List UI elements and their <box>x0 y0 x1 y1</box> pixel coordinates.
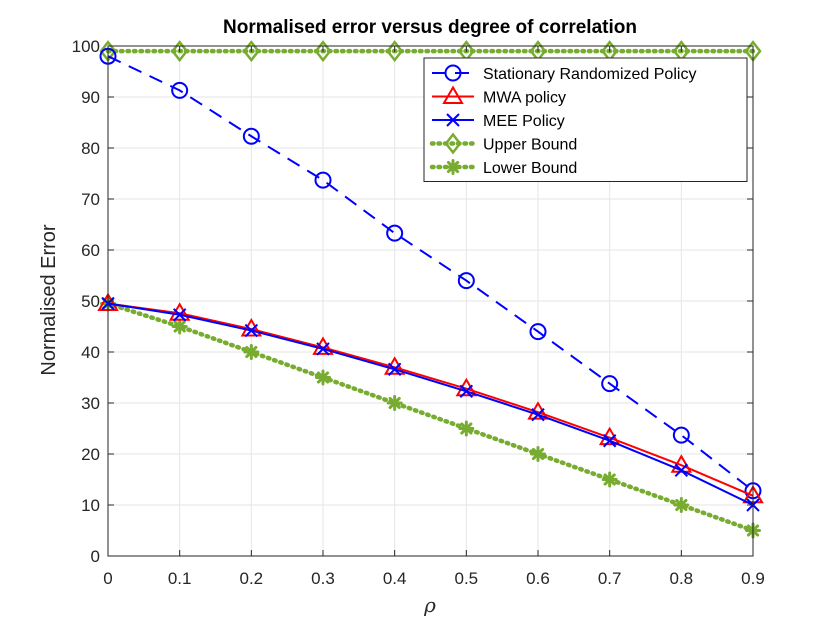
y-axis-label: Normalised Error <box>38 224 60 375</box>
data-point <box>243 344 260 360</box>
data-point <box>244 323 259 338</box>
series-line <box>107 55 754 492</box>
legend-item: Stationary Randomized Policy <box>432 64 696 83</box>
chart-title: Normalised error versus degree of correl… <box>223 17 637 38</box>
legend-marker <box>446 113 460 127</box>
data-point <box>602 434 617 448</box>
data-point-stroke <box>172 308 187 322</box>
x-tick-label: 0.4 <box>383 569 407 588</box>
legend-marker <box>442 85 464 104</box>
y-tick-label: 10 <box>81 496 100 515</box>
y-tick-label: 30 <box>81 394 100 413</box>
data-point-stroke <box>460 422 473 435</box>
data-point <box>315 369 331 386</box>
legend-item: Lower Bound <box>429 159 577 177</box>
series-0 <box>99 47 762 500</box>
data-point-stroke <box>245 345 258 359</box>
legend-marker <box>445 159 461 175</box>
data-point-stroke <box>602 434 617 448</box>
y-tick-label: 100 <box>72 37 100 56</box>
data-point-stroke <box>173 320 186 333</box>
data-point <box>529 323 547 341</box>
data-point <box>673 497 690 513</box>
x-tick-label: 0.9 <box>741 569 765 588</box>
data-point <box>601 375 619 393</box>
data-point <box>240 318 263 337</box>
legend-item: Upper Bound <box>429 132 577 155</box>
legend-label: Upper Bound <box>483 137 577 154</box>
data-point <box>172 308 187 322</box>
legend-item: MEE Policy <box>432 113 565 130</box>
data-point-stroke <box>531 447 545 461</box>
data-point <box>312 336 334 355</box>
data-point <box>386 40 404 63</box>
data-point-stroke <box>459 384 474 398</box>
x-tick-label: 0.2 <box>240 569 264 588</box>
data-point <box>601 471 618 488</box>
y-tick-label: 40 <box>81 343 100 362</box>
x-tick-label: 0 <box>103 569 112 588</box>
legend: Stationary Randomized Policy MWA policy ME… <box>423 57 748 182</box>
legend-label: MWA policy <box>483 90 566 107</box>
legend-marker <box>444 132 462 155</box>
data-point <box>530 446 546 462</box>
legend-marker-stroke <box>446 113 460 127</box>
x-tick-label: 0.7 <box>598 569 622 588</box>
data-point <box>171 81 189 99</box>
x-tick-label: 0.5 <box>455 569 479 588</box>
x-tick-label: 0.8 <box>670 569 694 588</box>
y-tick-label: 60 <box>81 241 100 260</box>
data-point <box>531 408 545 422</box>
data-point-stroke <box>388 396 401 410</box>
data-point <box>459 384 474 398</box>
legend-item: MWA policy <box>432 85 566 107</box>
data-point-stroke <box>387 362 402 377</box>
legend-marker <box>444 64 462 82</box>
x-axis-label: ρ <box>423 593 436 617</box>
data-point <box>316 342 330 356</box>
legend-marker-stroke <box>446 160 460 174</box>
data-point <box>171 318 188 335</box>
y-tick-label: 0 <box>91 547 100 566</box>
data-point-stroke <box>316 342 330 356</box>
y-tick-label: 90 <box>81 88 100 107</box>
y-tick-label: 20 <box>81 445 100 464</box>
data-point <box>386 395 403 411</box>
x-tick-label: 0.1 <box>168 569 192 588</box>
y-tick-label: 50 <box>81 292 100 311</box>
data-point <box>386 224 404 242</box>
legend-label: MEE Policy <box>483 113 565 130</box>
data-point <box>168 302 191 321</box>
data-point-stroke <box>316 371 330 384</box>
legend-label: Stationary Randomized Policy <box>483 66 696 83</box>
legend-box <box>423 57 748 182</box>
data-point-stroke <box>674 463 689 478</box>
data-point <box>314 40 332 63</box>
y-tick-label: 80 <box>81 139 100 158</box>
legend-label: Lower Bound <box>483 160 577 177</box>
data-point <box>387 362 402 377</box>
data-point <box>242 40 260 63</box>
data-point <box>314 171 332 189</box>
x-tick-label: 0.6 <box>526 569 550 588</box>
series-line <box>107 302 754 506</box>
data-point <box>458 420 475 437</box>
data-point <box>242 127 260 145</box>
data-point-stroke <box>675 498 688 512</box>
series-line <box>107 302 754 497</box>
data-point-stroke <box>244 323 259 338</box>
data-point <box>171 40 189 63</box>
data-point <box>674 463 689 478</box>
x-tick-label: 0.3 <box>311 569 335 588</box>
data-point <box>457 272 475 290</box>
series-line <box>105 301 756 533</box>
ticks: 0 0.1 0.2 0.3 0.4 0.5 0.6 0.7 0.8 0.9 0 10 20 30 40 50 6… <box>72 37 765 588</box>
data-point <box>672 426 690 444</box>
data-point-stroke <box>603 473 616 486</box>
y-tick-label: 70 <box>81 190 100 209</box>
data-point-stroke <box>531 408 545 422</box>
